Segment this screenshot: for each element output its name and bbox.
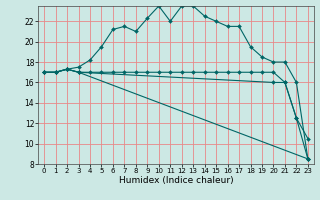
- X-axis label: Humidex (Indice chaleur): Humidex (Indice chaleur): [119, 176, 233, 185]
